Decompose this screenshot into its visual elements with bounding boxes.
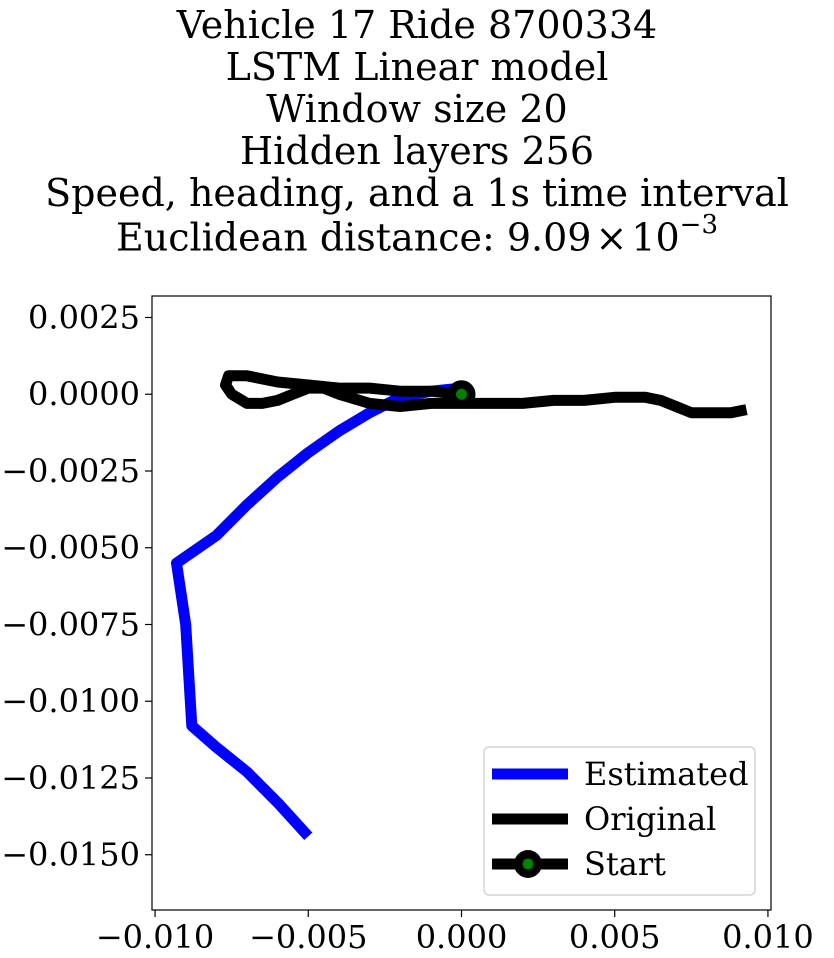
series-original-line [220, 370, 748, 419]
y-tick-label: −0.0025 [1, 452, 140, 490]
start-layer [447, 380, 476, 409]
title-line-6: Euclidean distance: 9.09 × 10−3 [0, 212, 834, 260]
legend-marker-inner [522, 858, 534, 870]
y-tick-label: −0.0050 [1, 529, 140, 567]
distance-exponent: −3 [679, 210, 718, 240]
y-tick-label: 0.0025 [28, 298, 140, 336]
title-line-5: Speed, heading, and a 1s time interval [45, 171, 789, 215]
x-tick-label: 0.010 [722, 918, 814, 956]
y-tick-label: −0.0100 [1, 682, 140, 720]
series-estimated-line [171, 382, 463, 841]
title-line-2: LSTM Linear model [225, 45, 609, 89]
distance-times: × [595, 215, 628, 260]
distance-base: 10 [631, 215, 680, 260]
y-tick-label: −0.0125 [1, 759, 140, 797]
title-line-4: Hidden layers 256 [239, 129, 595, 173]
y-tick-label: −0.0150 [1, 836, 140, 874]
legend-box [483, 746, 756, 896]
legend-label-start: Start [584, 845, 666, 883]
y-tick-label: 0.0000 [28, 375, 140, 413]
series-layer [171, 370, 748, 841]
legend: Estimated Original Start [483, 746, 756, 896]
x-tick-label: −0.010 [96, 918, 214, 956]
legend-label-original: Original [584, 800, 716, 838]
distance-mantissa: 9.09 [506, 215, 592, 260]
x-axis: −0.010 −0.005 0.000 0.005 0.010 [96, 910, 814, 956]
title-line-3: Window size 20 [266, 87, 568, 131]
x-tick-label: 0.000 [416, 918, 508, 956]
x-tick-label: −0.005 [249, 918, 367, 956]
x-tick-label: 0.005 [569, 918, 661, 956]
start-marker-inner [456, 388, 467, 400]
y-tick-label: −0.0075 [1, 605, 140, 643]
distance-label: Euclidean distance: [116, 215, 507, 260]
y-axis: 0.0025 0.0000 −0.0025 −0.0050 −0.0075 −0.0100… [1, 298, 152, 874]
title-line-1: Vehicle 17 Ride 8700334 [176, 3, 658, 47]
legend-label-estimated: Estimated [584, 755, 749, 793]
